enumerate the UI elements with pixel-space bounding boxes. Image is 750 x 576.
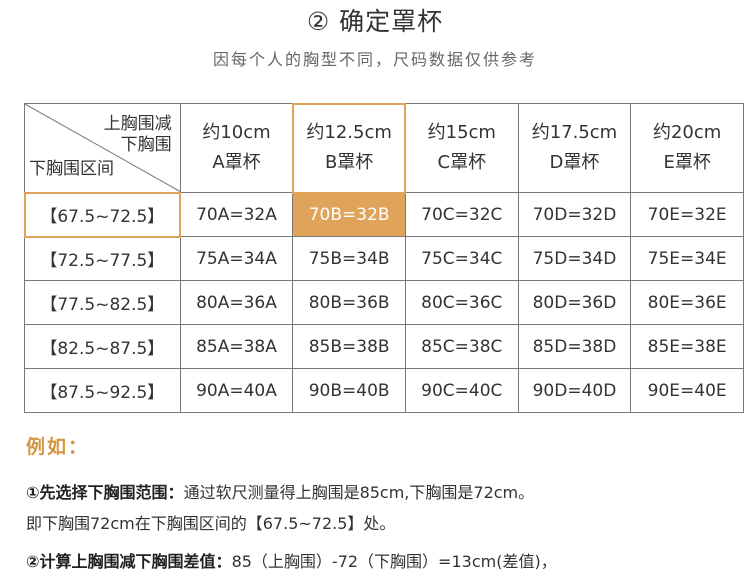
diagonal-divider <box>25 104 181 192</box>
table-cell: 90C=40C <box>404 368 519 413</box>
table-cell: 80C=36C <box>404 280 519 325</box>
table-cell: 85E=38E <box>630 324 744 369</box>
table-header-row: 上胸围减 下胸围 下胸围区间 约10cm A罩杯 约12.5cm B罩杯 约15… <box>24 102 744 194</box>
column-cup: E罩杯 <box>663 152 711 173</box>
corner-top-label: 上胸围减 下胸围 <box>104 114 172 156</box>
table-cell: 75E=34E <box>630 236 744 281</box>
size-chart-table: 上胸围减 下胸围 下胸围区间 约10cm A罩杯 约12.5cm B罩杯 约15… <box>23 102 744 413</box>
column-cup: B罩杯 <box>324 152 374 173</box>
table-cell: 70D=32D <box>517 192 632 237</box>
row-range: 【82.5~87.5】 <box>24 324 181 369</box>
table-cell: 90A=40A <box>179 368 294 413</box>
table-cell: 80A=36A <box>179 280 294 325</box>
table-cell: 75D=34D <box>517 236 632 281</box>
corner-bottom-label: 下胸围区间 <box>29 159 114 179</box>
example-step2-text: 85（上胸围）-72（下胸围）=13cm(差值)， <box>231 552 557 571</box>
table-cell: 85D=38D <box>517 324 632 369</box>
column-cup: A罩杯 <box>212 152 261 173</box>
row-range: 【72.5~77.5】 <box>24 236 181 281</box>
page-subtitle: 因每个人的胸型不同，尺码数据仅供参考 <box>212 50 537 69</box>
table-row: 【67.5~72.5】 70A=32A 70B=32B 70C=32C 70D=… <box>23 191 744 238</box>
table-cell-highlighted: 70B=32B <box>292 192 406 237</box>
example-line-2: 即下胸围72cm在下胸围区间的【67.5~72.5】处。 <box>26 514 396 533</box>
table-row: 【72.5~77.5】 75A=34A 75B=34B 75C=34C 75D=… <box>24 236 744 281</box>
column-diff: 约17.5cm <box>531 122 618 143</box>
column-cup: C罩杯 <box>437 152 487 173</box>
column-diff: 约10cm <box>202 122 271 143</box>
column-diff: 约20cm <box>652 122 722 143</box>
table-row: 【87.5~92.5】 90A=40A 90B=40B 90C=40C 90D=… <box>24 368 744 413</box>
table-cell: 85C=38C <box>404 324 519 369</box>
example-step1-label: ①先选择下胸围范围： <box>26 483 184 502</box>
table-cell: 80E=36E <box>630 280 744 325</box>
table-cell: 80B=36B <box>292 280 406 325</box>
column-diff: 约15cm <box>427 122 496 143</box>
table-cell: 90E=40E <box>630 368 744 413</box>
column-header-a: 约10cm A罩杯 <box>179 103 294 193</box>
column-header-b: 约12.5cm B罩杯 <box>291 102 407 194</box>
corner-top-line1: 上胸围减 <box>103 114 172 134</box>
table-cell: 75C=34C <box>404 236 519 281</box>
table-cell: 85B=38B <box>292 324 406 369</box>
example-line-3: ②计算上胸围减下胸围差值：85（上胸围）-72（下胸围）=13cm(差值)， <box>26 548 557 572</box>
table-cell: 70A=32A <box>179 192 294 237</box>
example-heading: 例如： <box>26 436 90 458</box>
table-cell: 70E=32E <box>630 192 744 237</box>
table-cell: 75A=34A <box>179 236 294 281</box>
table-cell: 85A=38A <box>179 324 294 369</box>
table-cell: 70C=32C <box>404 192 519 237</box>
corner-top-line2: 下胸围 <box>120 135 172 155</box>
row-range: 【87.5~92.5】 <box>24 368 181 413</box>
table-cell: 80D=36D <box>517 280 632 325</box>
table-row: 【82.5~87.5】 85A=38A 85B=38B 85C=38C 85D=… <box>24 324 744 369</box>
column-header-e: 约20cm E罩杯 <box>630 103 744 193</box>
row-range: 【67.5~72.5】 <box>23 191 182 238</box>
column-header-d: 约17.5cm D罩杯 <box>517 103 632 193</box>
example-step1-text: 通过软尺测量得上胸围是85cm,下胸围是72cm。 <box>183 483 535 502</box>
example-step2-label: ②计算上胸围减下胸围差值： <box>26 552 232 571</box>
page-title: ② 确定罩杯 <box>306 7 444 36</box>
column-cup: D罩杯 <box>549 152 600 173</box>
table-cell: 90D=40D <box>517 368 632 413</box>
table-cell: 90B=40B <box>292 368 406 413</box>
corner-header-cell: 上胸围减 下胸围 下胸围区间 <box>24 103 181 193</box>
table-cell: 75B=34B <box>292 236 406 281</box>
row-range: 【77.5~82.5】 <box>24 280 181 325</box>
column-diff: 约12.5cm <box>306 122 392 143</box>
table-row: 【77.5~82.5】 80A=36A 80B=36B 80C=36C 80D=… <box>24 280 744 325</box>
column-header-c: 约15cm C罩杯 <box>404 103 519 193</box>
example-line-1: ①先选择下胸围范围：通过软尺测量得上胸围是85cm,下胸围是72cm。 <box>26 479 534 503</box>
